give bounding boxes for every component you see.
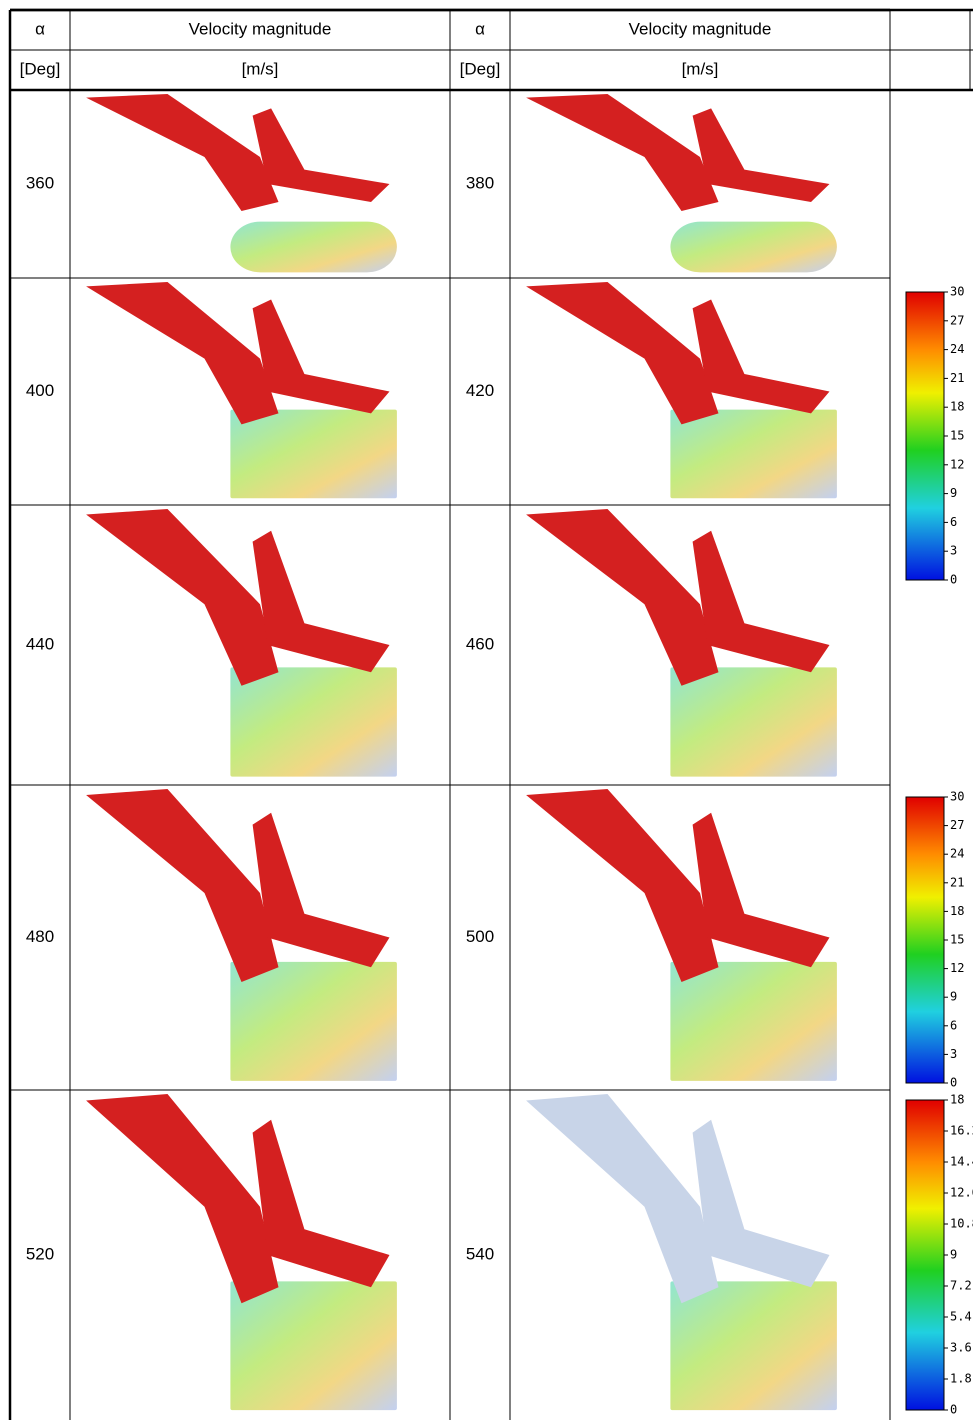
intake-flow [526,789,719,983]
cylinder-flow [670,667,837,777]
colorbar-label: 12 [950,961,964,975]
colorbar-label: 27 [950,313,964,327]
intake-flow [526,509,719,686]
intake-flow [252,1119,390,1288]
angle: 400 [26,381,54,400]
colorbar-label: 12.6 [950,1186,973,1200]
angle: 500 [466,927,494,946]
cylinder-flow [230,221,397,273]
colorbar-label: 7.2 [950,1279,972,1293]
angle: 380 [466,173,494,192]
intake-flow [526,282,719,425]
angle: 440 [26,634,54,653]
angle: 480 [26,927,54,946]
colorbar-label: 18 [950,904,964,918]
colorbar-label: 18 [950,1093,964,1107]
cylinder-flow [230,409,397,499]
colorbar-label: 0 [950,573,957,587]
intake-flow [86,789,279,983]
header-cell: [m/s] [682,59,719,78]
colorbar-label: 27 [950,818,964,832]
colorbar-label: 15 [950,933,964,947]
cylinder-flow [670,1281,837,1411]
intake-flow [252,812,390,968]
cylinder-flow [670,221,837,273]
angle: 460 [466,634,494,653]
colorbar [905,796,945,1084]
cylinder-flow [670,961,837,1081]
intake-flow [252,299,390,414]
header-cell: α [475,19,485,38]
header-cell: Velocity magnitude [629,19,772,38]
colorbar-label: 10.8 [950,1217,973,1231]
intake-flow [86,282,279,425]
colorbar-label: 1.8 [950,1372,972,1386]
colorbar-label: 21 [950,875,964,889]
header-cell: [m/s] [242,59,279,78]
colorbar-label: 12 [950,457,964,471]
angle: 540 [466,1244,494,1263]
colorbar [905,1099,945,1411]
header-cell: [Deg] [20,59,61,78]
colorbar-label: 24 [950,342,964,356]
intake-flow [86,1094,279,1304]
colorbar-label: 30 [950,285,964,299]
colorbar-label: 9 [950,486,957,500]
colorbar-label: 18 [950,400,964,414]
colorbar-label: 15 [950,429,964,443]
angle: 420 [466,381,494,400]
intake-flow [86,509,279,686]
colorbar-label: 3.6 [950,1341,972,1355]
intake-flow [252,108,390,202]
colorbar-label: 14.4 [950,1155,973,1169]
colorbar-label: 6 [950,1018,957,1032]
header-cell: [Deg] [460,59,501,78]
colorbar-label: 3 [950,544,957,558]
colorbar-label: 3 [950,1047,957,1061]
angle: 360 [26,173,54,192]
intake-flow [86,94,279,211]
cylinder-flow [230,961,397,1081]
cylinder-flow [230,667,397,777]
intake-flow [692,108,830,202]
cylinder-flow [230,1281,397,1411]
colorbar-label: 5.4 [950,1310,972,1324]
colorbar-label: 24 [950,847,964,861]
intake-flow [526,1094,719,1304]
colorbar-label: 30 [950,790,964,804]
colorbar-label: 9 [950,1248,957,1262]
angle: 520 [26,1244,54,1263]
intake-flow [252,530,390,673]
colorbar-label: 0 [950,1403,957,1417]
colorbar [905,291,945,581]
colorbar-label: 21 [950,371,964,385]
header-cell: Velocity magnitude [189,19,332,38]
cylinder-flow [670,409,837,499]
intake-flow [692,812,830,968]
colorbar-label: 0 [950,1076,957,1090]
intake-flow [692,1119,830,1288]
colorbar-label: 16.2 [950,1124,973,1138]
intake-flow [692,530,830,673]
intake-flow [692,299,830,414]
colorbar-label: 9 [950,990,957,1004]
intake-flow [526,94,719,211]
header-cell: α [35,19,45,38]
colorbar-label: 6 [950,515,957,529]
